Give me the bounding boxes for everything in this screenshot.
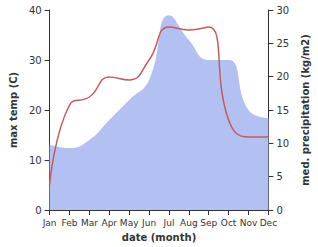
svg-text:max temp (C): max temp (C) (8, 72, 19, 148)
svg-text:25: 25 (276, 38, 289, 49)
svg-text:0: 0 (276, 205, 282, 216)
svg-text:Oct: Oct (221, 218, 237, 228)
svg-text:date (month): date (month) (122, 232, 196, 243)
svg-text:Nov: Nov (240, 218, 258, 228)
svg-text:Apr: Apr (101, 218, 117, 228)
svg-text:Jan: Jan (42, 218, 57, 228)
svg-text:5: 5 (276, 171, 282, 182)
svg-text:Sep: Sep (200, 218, 217, 228)
svg-text:15: 15 (276, 105, 289, 116)
svg-text:med. precipitation (kg/m2): med. precipitation (kg/m2) (300, 34, 311, 186)
svg-text:20: 20 (276, 71, 289, 82)
svg-text:Mar: Mar (81, 218, 98, 228)
svg-text:Jul: Jul (163, 218, 175, 228)
svg-text:20: 20 (29, 105, 42, 116)
svg-text:10: 10 (29, 155, 42, 166)
svg-text:0: 0 (35, 205, 41, 216)
svg-text:30: 30 (276, 5, 289, 16)
svg-text:30: 30 (29, 55, 42, 66)
svg-text:May: May (120, 218, 139, 228)
svg-text:Aug: Aug (180, 218, 198, 228)
svg-text:40: 40 (29, 5, 42, 16)
svg-text:Jun: Jun (141, 218, 156, 228)
svg-text:Dec: Dec (260, 218, 277, 228)
svg-text:10: 10 (276, 138, 289, 149)
svg-text:Feb: Feb (62, 218, 78, 228)
